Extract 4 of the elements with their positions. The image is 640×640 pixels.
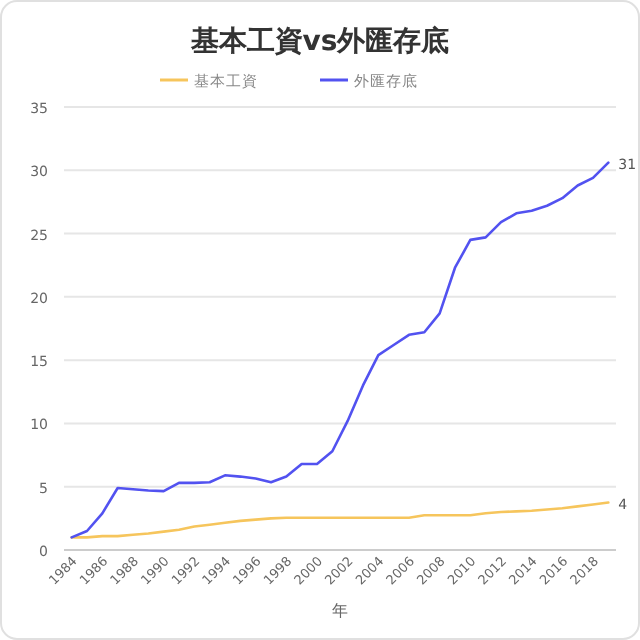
x-axis-title: 年 — [332, 602, 348, 620]
line-series — [70, 161, 610, 539]
line-series — [70, 501, 610, 539]
chart-title: 基本工資vs外匯存底 — [188, 24, 450, 58]
